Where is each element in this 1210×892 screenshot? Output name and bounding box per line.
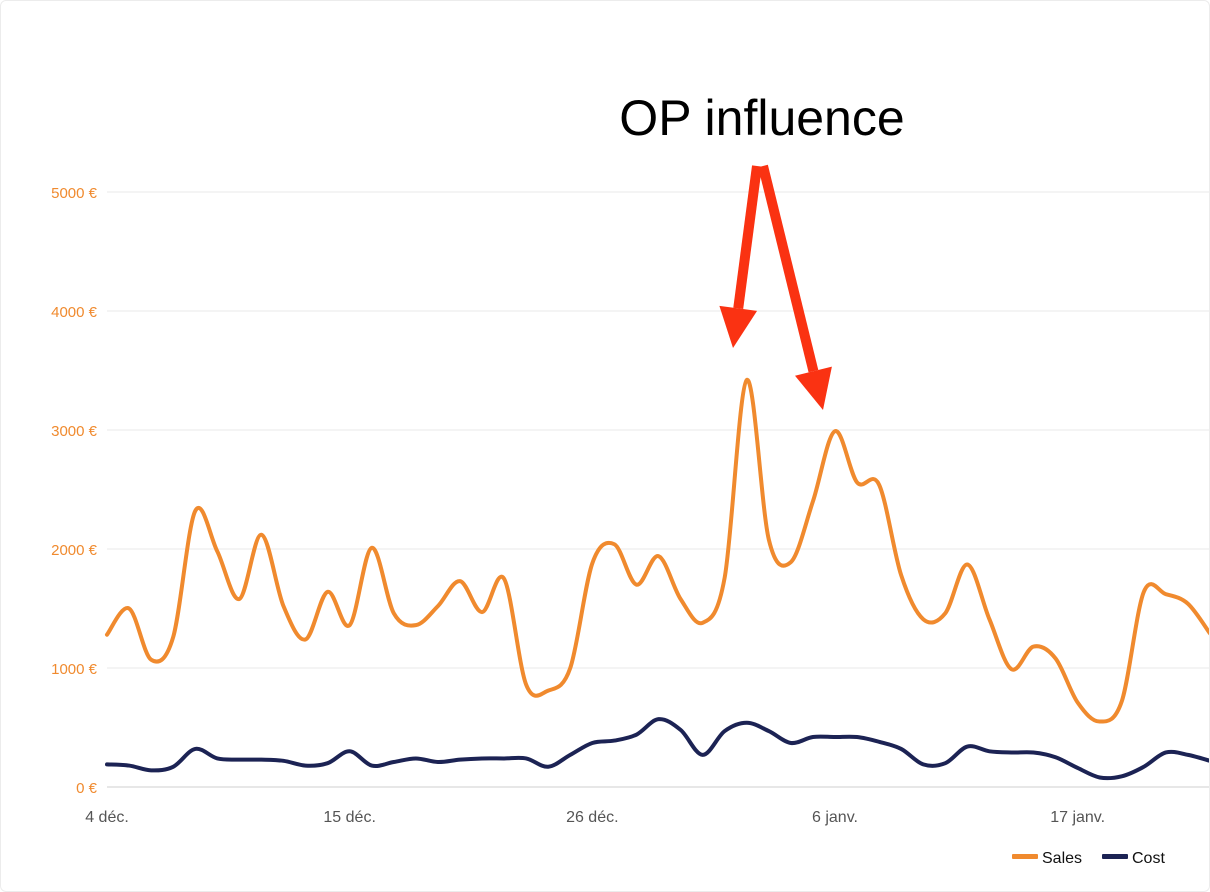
y-tick-label: 4000 € xyxy=(51,304,98,321)
y-axis-ticks: 0 € 1000 € 2000 € 3000 € 4000 € 5000 € xyxy=(51,185,98,797)
y-tick-label: 3000 € xyxy=(51,423,98,440)
y-tick-label: 2000 € xyxy=(51,542,98,559)
x-axis-ticks: 4 déc. 15 déc. 26 déc. 6 janv. 17 janv. xyxy=(85,809,1105,826)
gridlines xyxy=(107,191,1210,788)
x-tick-label: 15 déc. xyxy=(323,809,375,826)
legend: Sales Cost xyxy=(1012,850,1165,867)
x-tick-label: 26 déc. xyxy=(566,809,618,826)
annotation-arrows xyxy=(719,164,832,410)
x-tick-label: 4 déc. xyxy=(85,809,129,826)
annotation-arrow-right xyxy=(758,164,832,410)
annotation-arrow-left xyxy=(719,165,762,348)
legend-swatch-cost xyxy=(1102,854,1128,859)
y-tick-label: 1000 € xyxy=(51,661,98,678)
x-tick-label: 6 janv. xyxy=(812,809,858,826)
y-tick-label: 0 € xyxy=(76,780,98,797)
legend-swatch-sales xyxy=(1012,854,1038,859)
y-tick-label: 5000 € xyxy=(51,185,98,202)
annotation-text: OP influence xyxy=(619,90,904,146)
series-lines xyxy=(105,378,1210,781)
series-line-sales xyxy=(105,378,1210,724)
legend-label-sales: Sales xyxy=(1042,850,1082,867)
x-tick-label: 17 janv. xyxy=(1050,809,1105,826)
legend-label-cost: Cost xyxy=(1132,850,1165,867)
series-line-cost xyxy=(105,717,1210,781)
